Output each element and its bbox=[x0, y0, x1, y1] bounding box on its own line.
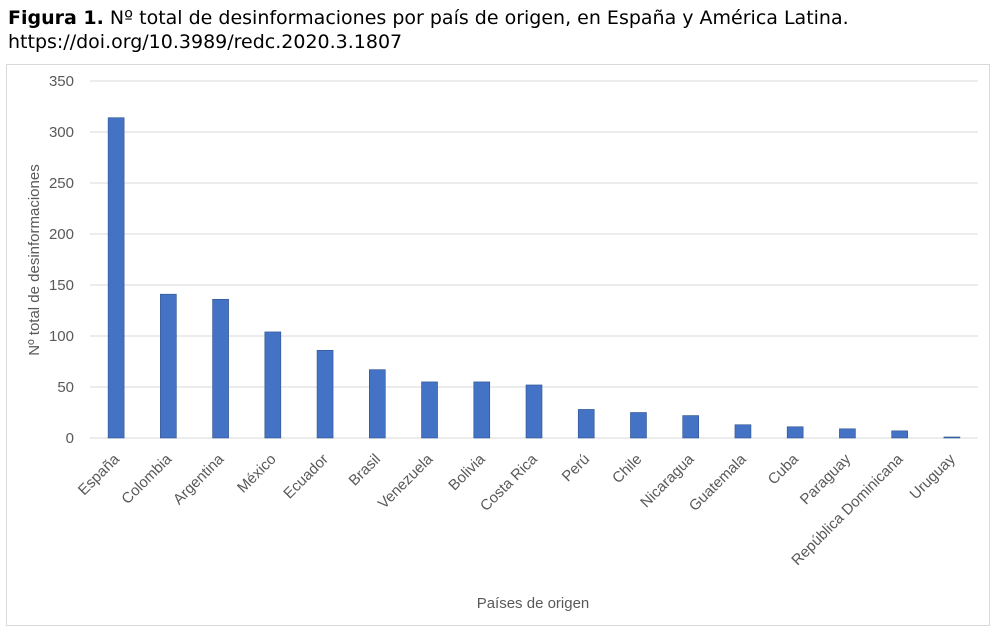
gridlines bbox=[90, 80, 978, 439]
bar bbox=[368, 369, 386, 439]
bar bbox=[891, 430, 908, 439]
x-tick-label: Costa Rica bbox=[477, 450, 541, 514]
bar bbox=[839, 428, 856, 439]
figure-caption: Figura 1. Nº total de desinformaciones p… bbox=[8, 6, 988, 54]
figure-doi: https://doi.org/10.3989/redc.2020.3.1807 bbox=[8, 31, 403, 53]
x-tick-label: Perú bbox=[559, 451, 593, 485]
bar bbox=[734, 424, 752, 439]
chart-frame bbox=[6, 64, 990, 626]
bar bbox=[525, 384, 543, 439]
x-tick-label: Brasil bbox=[346, 451, 385, 490]
x-tick-label: Ecuador bbox=[280, 451, 332, 503]
y-tick-label: 200 bbox=[49, 226, 74, 243]
x-tick-label: Uruguay bbox=[907, 450, 959, 502]
y-tick-label: 0 bbox=[66, 430, 74, 447]
x-tick-label: Cuba bbox=[765, 450, 803, 488]
x-tick-label: Bolivia bbox=[445, 450, 489, 494]
x-axis-label: Países de origen bbox=[477, 595, 590, 612]
y-axis-label: Nº total de desinformaciones bbox=[26, 164, 43, 355]
bar bbox=[264, 331, 282, 439]
bar bbox=[682, 415, 700, 439]
figure-label: Figura 1. bbox=[8, 7, 104, 29]
bar bbox=[160, 293, 177, 439]
x-tick-label: España bbox=[75, 450, 123, 498]
bar bbox=[421, 381, 438, 439]
x-tick-label: Colombia bbox=[118, 450, 175, 507]
x-tick-label: Chile bbox=[609, 451, 645, 487]
y-tick-label: 150 bbox=[49, 277, 74, 294]
figure-title: Nº total de desinformaciones por país de… bbox=[109, 7, 849, 29]
x-tick-label: Guatemala bbox=[686, 450, 750, 514]
bar bbox=[630, 412, 647, 439]
x-tick-label: Venezuela bbox=[375, 450, 437, 512]
bars bbox=[107, 117, 961, 439]
y-tick-label: 300 bbox=[49, 124, 74, 141]
bar bbox=[212, 298, 229, 439]
bar bbox=[786, 426, 804, 439]
x-tick-label: Argentina bbox=[170, 450, 228, 508]
bar bbox=[577, 409, 595, 439]
y-tick-labels: 0 50 100 150 200 250 300 350 bbox=[49, 73, 74, 447]
y-tick-label: 250 bbox=[49, 175, 74, 192]
y-tick-label: 100 bbox=[49, 328, 74, 345]
bar bbox=[107, 117, 125, 439]
bar bbox=[943, 436, 961, 439]
bar bbox=[316, 349, 334, 439]
y-tick-label: 50 bbox=[57, 379, 74, 396]
y-tick-label: 350 bbox=[49, 73, 74, 90]
bar bbox=[473, 381, 491, 439]
x-tick-label: México bbox=[234, 451, 280, 497]
